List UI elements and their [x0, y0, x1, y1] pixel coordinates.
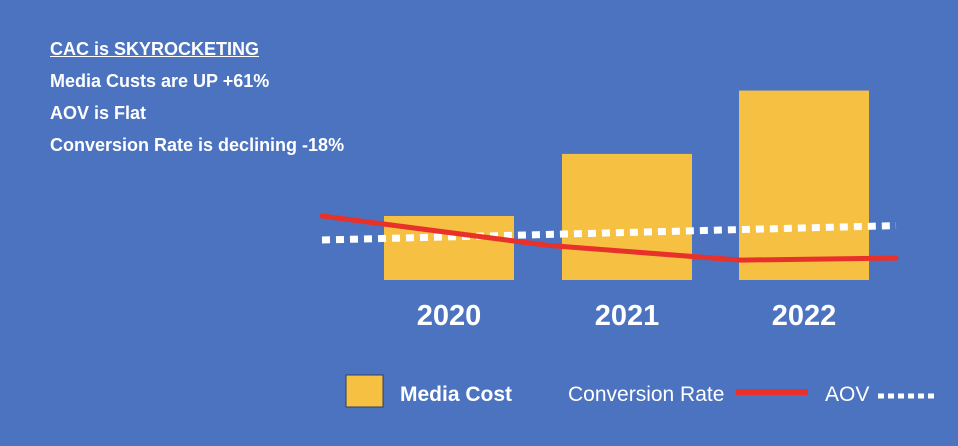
- legend-media-cost-swatch: [345, 374, 384, 408]
- headline-text-block: CAC is SKYROCKETING Media Custs are UP +…: [50, 33, 344, 161]
- media-cost-bar-2021: [562, 153, 692, 280]
- category-label-2022: 2022: [772, 300, 837, 332]
- headline-title: CAC is SKYROCKETING: [50, 39, 260, 59]
- aov-series-line: [321, 222, 897, 244]
- category-label-2020: 2020: [417, 300, 482, 332]
- media-cost-bar-2022: [739, 90, 869, 280]
- category-label-2021: 2021: [595, 300, 660, 332]
- legend: Media Cost Conversion Rate AOV: [345, 374, 934, 408]
- media-cost-bars: [384, 90, 869, 280]
- headline-line-aov: AOV is Flat: [50, 103, 147, 123]
- headline-line-media-cost: Media Custs are UP +61%: [50, 71, 270, 91]
- category-labels: 2020 2021 2022: [417, 300, 837, 332]
- conversion-rate-series-line: [319, 213, 899, 263]
- legend-aov-label: AOV: [825, 383, 869, 406]
- chart-lines: [319, 213, 899, 263]
- legend-media-cost-label: Media Cost: [400, 383, 512, 406]
- legend-conversion-rate-label: Conversion Rate: [568, 383, 724, 406]
- headline-line-conversion: Conversion Rate is declining -18%: [50, 135, 345, 155]
